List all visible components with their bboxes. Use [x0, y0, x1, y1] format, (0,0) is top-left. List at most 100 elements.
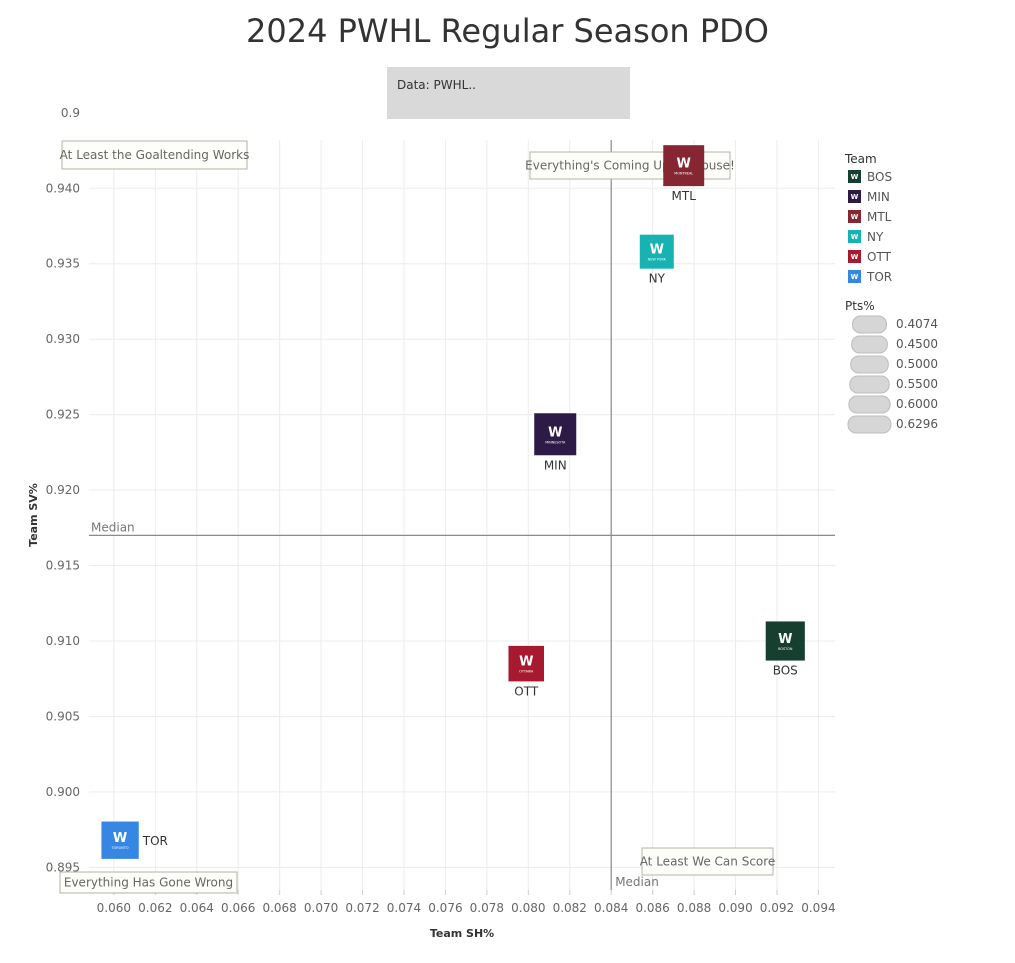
legend-swatch [848, 230, 861, 243]
y-tick-label: 0.925 [46, 408, 80, 422]
pwhl-logo-icon: W [851, 233, 859, 241]
legend-size-item: 0.4500 [851, 335, 938, 354]
legend-swatch [848, 250, 861, 263]
axes: 0.060 0.062 0.064 0.066 0.068 0.070 0.072 0.074… [27, 106, 836, 940]
x-tick-label: 0.070 [304, 901, 338, 915]
team-logo-wordmark: NEW YORK [648, 258, 667, 262]
team-label: BOS [773, 664, 798, 678]
source-caption-box: Data: PWHL.. [387, 67, 630, 119]
grid [89, 140, 835, 890]
annotation-top-left: At Least the Goaltending Works [60, 148, 250, 162]
legend-size-label: 0.5000 [896, 357, 938, 371]
team-label: MTL [672, 189, 697, 203]
legend-label: MTL [867, 210, 892, 224]
legend-swatch [848, 210, 861, 223]
legend-size-item: 0.6000 [848, 395, 938, 414]
y-tick-label: 0.910 [46, 634, 80, 648]
team-logo-wordmark: MONTREAL [674, 172, 693, 176]
legend-item-tor: W TOR [848, 270, 892, 284]
team-logo-wordmark: MINNESOTA [545, 440, 566, 444]
x-axis-title: Team SH% [430, 927, 494, 940]
x-tick-label: 0.062 [138, 901, 172, 915]
x-tick-label: 0.078 [470, 901, 504, 915]
legend-size-swatch [849, 375, 890, 394]
team-logo-wordmark: OTTAWA [519, 670, 534, 674]
legend-label: BOS [867, 170, 892, 184]
legend: Team W BOS W MIN W MTL W NY W OTT W TOR Pts% 0.4074 0.4… [844, 152, 938, 434]
y-tick-label: 0.9 [61, 106, 80, 120]
pwhl-logo-icon: W [851, 173, 859, 181]
legend-size-item: 0.4074 [852, 315, 938, 334]
legend-size-label: 0.5500 [896, 377, 938, 391]
legend-size-label: 0.4500 [896, 337, 938, 351]
team-logo-marker [663, 145, 705, 187]
x-tick-label: 0.072 [345, 901, 379, 915]
legend-swatch [848, 170, 861, 183]
legend-size-swatch [848, 395, 891, 414]
legend-size-swatch [850, 355, 889, 374]
legend-size-swatch [851, 335, 888, 354]
team-logo-marker [508, 645, 545, 682]
x-tick-label: 0.068 [262, 901, 296, 915]
legend-size-item: 0.5000 [850, 355, 938, 374]
legend-size-swatch [847, 415, 892, 434]
annotation-bottom-right: At Least We Can Score [640, 855, 776, 869]
legend-label: TOR [866, 270, 892, 284]
legend-label: MIN [867, 190, 890, 204]
x-tick-label: 0.080 [511, 901, 545, 915]
x-tick-label: 0.092 [760, 901, 794, 915]
x-tick-label: 0.060 [97, 901, 131, 915]
y-tick-label: 0.930 [46, 332, 80, 346]
pwhl-logo-icon: W [113, 831, 127, 846]
legend-size-swatch [852, 315, 887, 334]
pwhl-logo-icon: W [548, 425, 562, 440]
legend-item-bos: W BOS [848, 170, 892, 184]
chart-title: 2024 PWHL Regular Season PDO [246, 12, 769, 50]
legend-item-min: W MIN [848, 190, 890, 204]
y-tick-label: 0.940 [46, 181, 80, 195]
x-tick-label: 0.088 [677, 901, 711, 915]
y-tick-label: 0.900 [46, 785, 80, 799]
y-tick-label: 0.920 [46, 483, 80, 497]
source-text: Data: PWHL.. [397, 78, 476, 92]
legend-item-mtl: W MTL [848, 210, 892, 224]
pwhl-logo-icon: W [851, 253, 859, 261]
team-logo-marker [101, 821, 139, 859]
annotation-top-left-box [61, 140, 248, 170]
pwhl-logo-icon: W [778, 632, 792, 647]
legend-label: OTT [867, 250, 892, 264]
team-points: WBOSTONBOSWMINNESOTAMINWMONTREALMTLWNEW … [101, 145, 805, 859]
legend-size-title: Pts% [845, 299, 875, 313]
legend-item-ott: W OTT [848, 250, 892, 264]
y-tick-label: 0.915 [46, 559, 80, 573]
team-label: OTT [514, 684, 539, 698]
legend-size-label: 0.6296 [896, 417, 938, 431]
legend-size-item: 0.6296 [847, 415, 938, 434]
y-tick-label: 0.935 [46, 257, 80, 271]
x-tick-label: 0.086 [635, 901, 669, 915]
team-logo-marker [639, 234, 674, 269]
y-tick-label: 0.895 [46, 860, 80, 874]
team-label: NY [649, 272, 666, 286]
legend-size-label: 0.6000 [896, 397, 938, 411]
pwhl-logo-icon: W [851, 213, 859, 221]
annotation-bottom-left-box [59, 871, 238, 894]
team-logo-marker [534, 413, 577, 456]
x-tick-label: 0.094 [801, 901, 835, 915]
annotation-bottom-left: Everything Has Gone Wrong [64, 876, 233, 890]
team-logo-wordmark: BOSTON [778, 647, 793, 651]
team-label: TOR [142, 834, 168, 848]
median-label-horizontal: Median [91, 520, 135, 534]
pwhl-logo-icon: W [851, 273, 859, 281]
median-label-vertical: Median [615, 875, 659, 889]
legend-team-title: Team [844, 152, 877, 166]
team-label: MIN [544, 458, 567, 472]
x-tick-label: 0.084 [594, 901, 628, 915]
